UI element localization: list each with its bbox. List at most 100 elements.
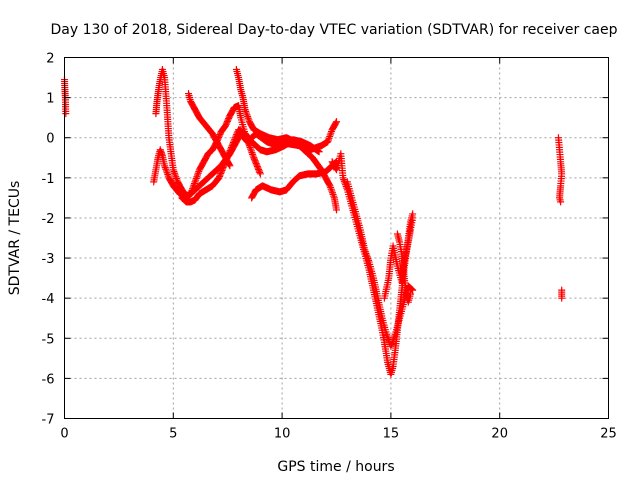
y-tick-label: -4 — [42, 292, 55, 307]
data-point — [233, 131, 241, 139]
data-point — [241, 106, 249, 114]
data-point — [247, 147, 255, 155]
data-point — [333, 118, 340, 126]
data-point — [192, 176, 200, 184]
data-point — [231, 135, 239, 143]
data-point — [62, 110, 70, 118]
plot-frame — [64, 57, 609, 419]
data-point — [227, 145, 235, 153]
data-point — [327, 185, 335, 193]
data-point — [365, 256, 373, 264]
data-point — [191, 178, 199, 186]
data-point — [244, 113, 252, 121]
data-point — [325, 134, 333, 142]
data-point — [194, 169, 202, 177]
data-point — [326, 182, 334, 190]
data-point — [363, 251, 371, 259]
y-tick-label: -5 — [42, 332, 55, 347]
x-tick-label: 15 — [383, 427, 400, 442]
data-point — [171, 171, 179, 179]
data-point — [230, 137, 238, 145]
data-point — [384, 334, 392, 342]
data-point — [161, 164, 169, 172]
data-point — [324, 138, 332, 146]
data-point — [332, 119, 340, 127]
x-axis-label: GPS time / hours — [277, 459, 394, 475]
data-point — [409, 286, 417, 294]
data-point — [329, 190, 337, 198]
data-point — [330, 192, 338, 200]
data-point — [225, 161, 233, 169]
data-point — [324, 136, 332, 144]
x-tick-label: 10 — [274, 427, 291, 442]
data-point — [189, 183, 197, 191]
data-point — [339, 174, 347, 182]
data-point — [193, 173, 201, 181]
data-point — [361, 248, 369, 256]
data-point — [387, 342, 395, 350]
data-point — [340, 176, 348, 184]
data-point — [406, 290, 414, 298]
data-point — [557, 198, 565, 206]
data-point — [363, 253, 371, 261]
data-point — [231, 134, 239, 142]
data-point — [327, 184, 335, 192]
data-point — [244, 114, 252, 122]
data-point — [228, 142, 236, 150]
data-point — [188, 186, 196, 194]
data-point — [161, 162, 169, 170]
axis-ticks: 0 5 10 15 20 25 -7 -6 -5 -4 -3 -2 -1 0 1 2 — [42, 52, 617, 442]
data-point — [226, 162, 234, 170]
data-point — [170, 168, 178, 176]
gridlines — [64, 57, 609, 419]
data-point — [226, 147, 234, 155]
data-point — [256, 170, 264, 178]
data-point — [383, 332, 391, 340]
x-tick-label: 0 — [60, 427, 68, 442]
x-tick-label: 25 — [600, 427, 617, 442]
data-point — [172, 173, 180, 181]
data-point — [187, 188, 195, 196]
data-point — [388, 339, 396, 347]
y-tick-label: -7 — [42, 413, 55, 428]
y-tick-label: -1 — [42, 172, 55, 187]
data-point — [172, 174, 180, 182]
data-point — [192, 174, 200, 182]
data-point — [232, 132, 240, 140]
data-point — [247, 145, 255, 153]
data-point — [190, 180, 198, 188]
data-point — [326, 133, 334, 141]
y-tick-label: -6 — [42, 372, 55, 387]
data-point — [327, 129, 335, 137]
data-point — [391, 332, 399, 340]
data-point — [190, 181, 198, 189]
data-point — [187, 190, 195, 198]
data-point — [189, 185, 197, 193]
data-point — [171, 169, 179, 177]
data-point — [163, 169, 171, 177]
data-point — [364, 255, 372, 263]
data-point — [246, 143, 254, 151]
data-point — [164, 170, 172, 178]
data-point — [243, 111, 251, 119]
y-tick-label: -2 — [42, 212, 55, 227]
y-tick-label: -3 — [42, 252, 55, 267]
data-point — [388, 341, 396, 349]
data-point — [242, 107, 250, 115]
data-point — [194, 171, 202, 179]
data-point — [242, 109, 250, 117]
data-point — [558, 294, 566, 302]
data-point — [390, 334, 398, 342]
data-point — [249, 150, 257, 158]
data-point — [249, 152, 257, 160]
data-series — [61, 66, 566, 378]
chart-title: Day 130 of 2018, Sidereal Day-to-day VTE… — [51, 22, 618, 38]
x-tick-label: 5 — [169, 427, 177, 442]
data-point — [383, 330, 391, 338]
data-point — [227, 143, 235, 151]
data-point — [328, 189, 336, 197]
y-tick-label: 1 — [46, 92, 54, 107]
y-tick-label: 2 — [46, 52, 54, 67]
data-point — [229, 140, 237, 148]
